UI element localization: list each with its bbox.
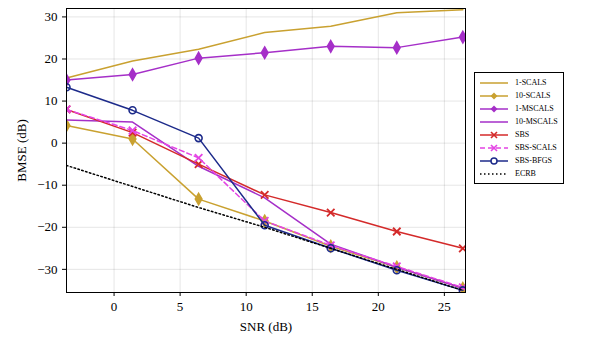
- svg-text:BMSE (dB): BMSE (dB): [14, 119, 29, 181]
- html-text:SBS: SBS: [515, 130, 530, 139]
- svg-text:20: 20: [372, 299, 385, 314]
- html-text:SBS-BFGS: SBS-BFGS: [515, 156, 552, 165]
- html-text:SBS-SCALS: SBS-SCALS: [515, 143, 557, 152]
- svg-text:−20: −20: [37, 219, 57, 234]
- svg-text:−10: −10: [37, 177, 57, 192]
- svg-text:25: 25: [438, 299, 451, 314]
- svg-text:5: 5: [177, 299, 184, 314]
- svg-text:−30: −30: [37, 262, 57, 277]
- html-text:10-SCALS: 10-SCALS: [515, 91, 551, 100]
- svg-text:0: 0: [51, 135, 58, 150]
- html-text:1-MSCALS: 1-MSCALS: [515, 104, 554, 113]
- svg-text:15: 15: [306, 299, 319, 314]
- svg-text:10: 10: [45, 93, 58, 108]
- html-text:ECRB: ECRB: [515, 169, 536, 178]
- html-text:10-MSCALS: 10-MSCALS: [515, 117, 558, 126]
- svg-text:SNR (dB): SNR (dB): [240, 319, 292, 334]
- svg-text:30: 30: [45, 9, 58, 24]
- svg-text:10: 10: [240, 299, 253, 314]
- svg-text:20: 20: [45, 51, 58, 66]
- html-text:1-SCALS: 1-SCALS: [515, 78, 547, 87]
- svg-text:0: 0: [111, 299, 118, 314]
